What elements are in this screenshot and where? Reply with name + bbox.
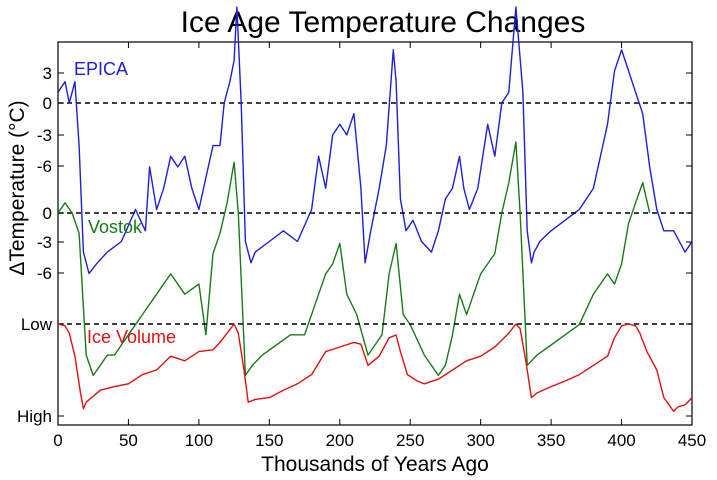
- x-axis-label: Thousands of Years Ago: [261, 453, 489, 476]
- x-tick-label: 50: [119, 431, 138, 450]
- y-tick-label: 0: [43, 204, 52, 223]
- series-label: Vostok: [88, 217, 143, 237]
- y-tick-label: 3: [43, 64, 52, 83]
- x-tick-label: 200: [326, 431, 354, 450]
- x-tick-label: 150: [255, 431, 283, 450]
- y-tick-label: High: [17, 407, 52, 426]
- x-tick-label: 450: [678, 431, 706, 450]
- chart-title: Ice Age Temperature Changes: [181, 6, 586, 39]
- series-label: EPICA: [74, 59, 128, 79]
- x-tick-label: 0: [53, 431, 62, 450]
- series-line-epica: [57, 6, 693, 275]
- y-tick-label: Low: [21, 315, 53, 334]
- x-tick-label: 400: [607, 431, 635, 450]
- x-tick-label: 350: [537, 431, 565, 450]
- chart-layer: 0 50 100 150 200 250 300 350 400 450 3 0 -3 -6 EPICA 0 -…: [17, 6, 706, 450]
- y-tick-label: -6: [37, 264, 52, 283]
- y-tick-label: 0: [43, 94, 52, 113]
- y-axis-label: ΔTemperature (°C): [6, 100, 29, 275]
- series-label: Ice Volume: [87, 327, 176, 347]
- plot-frame: [57, 41, 693, 426]
- x-tick-label: 300: [466, 431, 494, 450]
- series-line-ice-volume: [57, 323, 693, 413]
- series-line-vostok: [57, 141, 651, 377]
- x-tick-label: 250: [396, 431, 424, 450]
- y-tick-label: -3: [37, 126, 52, 145]
- y-tick-label: -3: [37, 233, 52, 252]
- x-tick-label: 100: [185, 431, 213, 450]
- y-tick-label: -6: [37, 157, 52, 176]
